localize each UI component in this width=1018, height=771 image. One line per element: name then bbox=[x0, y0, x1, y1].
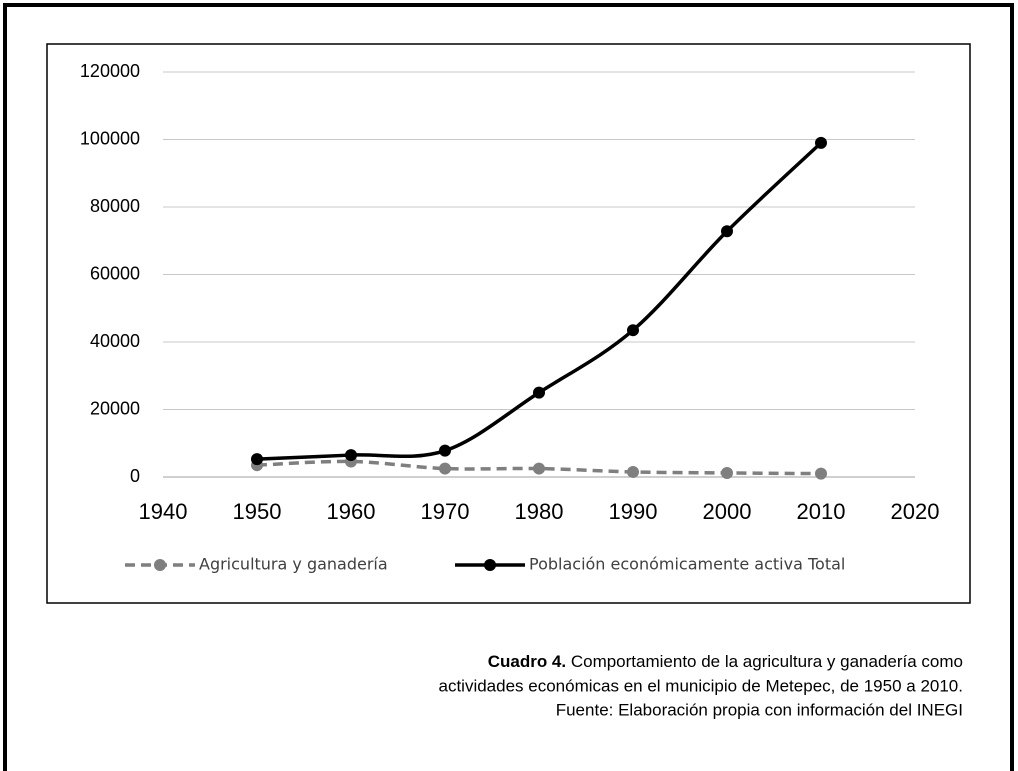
point bbox=[533, 462, 545, 475]
point bbox=[439, 444, 451, 457]
y-tick-label: 80000 bbox=[90, 196, 140, 216]
y-tick-label: 120000 bbox=[80, 61, 140, 81]
point bbox=[721, 466, 733, 479]
y-tick-label: 40000 bbox=[90, 331, 140, 351]
x-tick-label: 1980 bbox=[515, 499, 564, 524]
x-tick-label: 1950 bbox=[233, 499, 282, 524]
caption-line: Cuadro 4. Comportamiento de la agricultu… bbox=[488, 652, 963, 671]
legend-marker bbox=[484, 559, 496, 571]
chart-box bbox=[46, 43, 971, 604]
caption-text: Comportamiento de la agricultura y ganad… bbox=[566, 652, 963, 671]
x-tick-label: 1970 bbox=[421, 499, 470, 524]
point bbox=[815, 136, 827, 149]
y-tick-label: 20000 bbox=[90, 398, 140, 418]
x-tick-label: 1990 bbox=[609, 499, 658, 524]
x-tick-label: 2010 bbox=[797, 499, 846, 524]
x-tick-label: 2000 bbox=[703, 499, 752, 524]
caption-label: Cuadro 4. bbox=[488, 652, 566, 671]
x-tick-label: 2020 bbox=[891, 499, 940, 524]
y-tick-label: 100000 bbox=[80, 128, 140, 148]
x-tick-label: 1940 bbox=[139, 499, 188, 524]
point bbox=[815, 467, 827, 480]
point bbox=[345, 449, 357, 462]
point bbox=[533, 386, 545, 399]
x-tick-label: 1960 bbox=[327, 499, 376, 524]
y-tick-label: 60000 bbox=[90, 263, 140, 283]
point bbox=[721, 225, 733, 238]
point bbox=[251, 453, 263, 466]
frame bbox=[3, 3, 1014, 771]
point bbox=[627, 465, 639, 478]
caption-line: actividades económicas en el municipio d… bbox=[438, 676, 963, 695]
legend-marker bbox=[154, 559, 166, 571]
point bbox=[439, 462, 451, 475]
caption-line: Fuente: Elaboración propia con informaci… bbox=[556, 700, 963, 719]
legend-label: Agricultura y ganadería bbox=[199, 555, 388, 574]
y-tick-label: 0 bbox=[130, 466, 140, 486]
legend-label: Población económicamente activa Total bbox=[529, 555, 845, 574]
point bbox=[627, 324, 639, 337]
